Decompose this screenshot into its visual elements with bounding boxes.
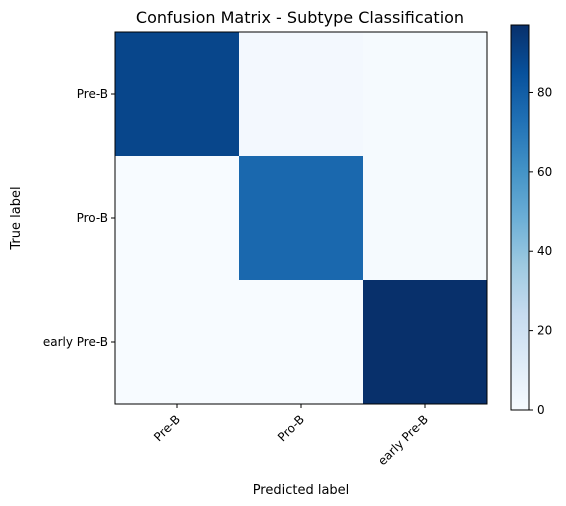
colorbar-gradient bbox=[510, 24, 530, 411]
colorbar-tick-label: 0 bbox=[537, 403, 545, 417]
y-tick-label: Pre-B bbox=[77, 87, 108, 101]
heatmap-cell bbox=[239, 156, 364, 281]
y-tick-label: Pro-B bbox=[77, 211, 108, 225]
heatmap-cell bbox=[363, 32, 488, 157]
heatmap-cell bbox=[363, 156, 488, 281]
heatmap-cell bbox=[363, 280, 488, 405]
heatmap-cell bbox=[115, 32, 240, 157]
x-tick-label: early Pre-B bbox=[375, 412, 431, 468]
y-axis-label: True label bbox=[9, 186, 24, 250]
chart-title: Confusion Matrix - Subtype Classificatio… bbox=[136, 8, 464, 27]
x-tick-label: Pre-B bbox=[151, 412, 183, 444]
y-axis-ticks: Pre-B Pro-B early Pre-B bbox=[43, 87, 115, 349]
colorbar: 0 20 40 60 80 bbox=[510, 24, 552, 417]
colorbar-tick-label: 80 bbox=[537, 85, 552, 99]
y-tick-label: early Pre-B bbox=[43, 335, 108, 349]
heatmap-cell bbox=[239, 32, 364, 157]
heatmap-cell bbox=[115, 156, 240, 281]
colorbar-tick-label: 40 bbox=[537, 244, 552, 258]
heatmap-cell bbox=[115, 280, 240, 405]
colorbar-tick-label: 60 bbox=[537, 165, 552, 179]
heatmap-cell bbox=[239, 280, 364, 405]
x-axis-label: Predicted label bbox=[253, 483, 350, 498]
x-axis-ticks: Pre-B Pro-B early Pre-B bbox=[151, 404, 431, 468]
heatmap-cells bbox=[115, 32, 488, 405]
colorbar-tick-label: 20 bbox=[537, 324, 552, 338]
colorbar-ticks: 0 20 40 60 80 bbox=[529, 85, 552, 417]
x-tick-label: Pro-B bbox=[275, 412, 307, 444]
